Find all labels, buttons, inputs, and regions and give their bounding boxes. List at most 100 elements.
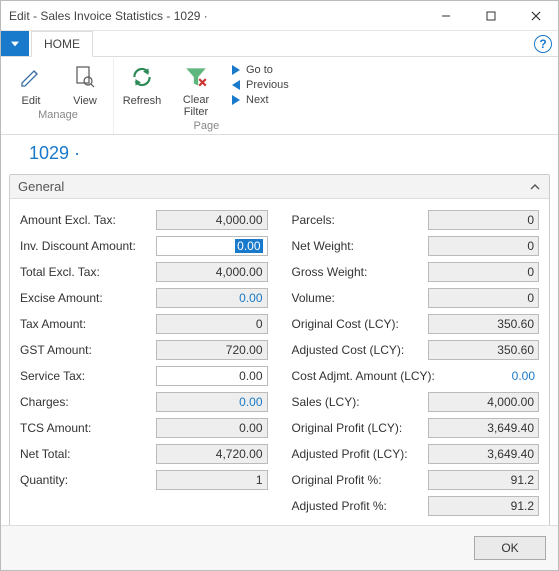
field-row: GST Amount: 720.00 (20, 339, 268, 360)
ribbon-nav: Go to Previous Next (228, 61, 293, 107)
ok-button[interactable]: OK (474, 536, 546, 560)
arrow-right-icon (232, 95, 242, 105)
titlebar: Edit - Sales Invoice Statistics - 1029 · (1, 1, 558, 31)
field-row: Service Tax: 0.00 (20, 365, 268, 386)
field-row: Net Total: 4,720.00 (20, 443, 268, 464)
view-button[interactable]: View (63, 61, 107, 107)
field-label: Original Profit %: (292, 473, 420, 487)
footer: OK (1, 525, 558, 570)
ribbon: Edit View Manage Refresh (1, 57, 558, 135)
field-label: Cost Adjmt. Amount (LCY): (292, 369, 420, 383)
field-label: Net Total: (20, 447, 148, 461)
arrow-right-icon (232, 65, 242, 75)
field-row: Sales (LCY): 4,000.00 (292, 391, 540, 412)
field-row: Charges: 0.00 (20, 391, 268, 412)
field-value: 350.60 (428, 340, 540, 360)
field-value: 1 (156, 470, 268, 490)
field-value: 91.2 (428, 470, 540, 490)
field-label: GST Amount: (20, 343, 148, 357)
field-value: 4,720.00 (156, 444, 268, 464)
field-row: Total Excl. Tax:4,000.00 (20, 261, 268, 282)
field-value: 0.00 (156, 288, 268, 308)
close-button[interactable] (513, 1, 558, 30)
field-value: 3,649.40 (428, 444, 540, 464)
field-label: Sales (LCY): (292, 395, 420, 409)
ribbon-group-page: Refresh Clear Filter Go to Previous (114, 59, 299, 134)
field-label: Inv. Discount Amount: (20, 239, 148, 253)
file-tab[interactable] (1, 31, 29, 56)
view-label: View (73, 95, 97, 107)
general-left-column: Amount Excl. Tax: 4,000.00 Inv. Discount A… (20, 209, 268, 516)
window: Edit - Sales Invoice Statistics - 1029 ·… (0, 0, 559, 571)
edit-button[interactable]: Edit (9, 61, 53, 107)
manage-group-label: Manage (38, 109, 78, 121)
field-label: Original Profit (LCY): (292, 421, 420, 435)
field-label: Tax Amount: (20, 317, 148, 331)
general-panel: General Amount Excl. Tax: 4,000.00 Inv. Di… (9, 174, 550, 525)
next-label: Next (246, 94, 269, 106)
chevron-up-icon (529, 181, 541, 193)
field-label: Adjusted Cost (LCY): (292, 343, 420, 357)
field-value: 0 (156, 314, 268, 334)
field-label: Service Tax: (20, 369, 148, 383)
previous-button[interactable]: Previous (228, 78, 293, 92)
field-value: 3,649.40 (428, 418, 540, 438)
refresh-label: Refresh (123, 95, 162, 107)
window-buttons (423, 1, 558, 30)
help-icon[interactable]: ? (534, 35, 552, 53)
field-value: 0.00 (156, 392, 268, 412)
field-row: Amount Excl. Tax: 4,000.00 (20, 209, 268, 230)
selected-text: 0.00 (235, 239, 262, 253)
field-value: 4,000.00 (156, 210, 268, 230)
field-value: 720.00 (156, 340, 268, 360)
page-group-label: Page (194, 120, 220, 132)
field-input[interactable]: 0.00 (156, 236, 268, 256)
field-label: Volume: (292, 291, 420, 305)
ribbon-tabrow: HOME ? (1, 31, 558, 57)
field-label: Charges: (20, 395, 148, 409)
field-label: TCS Amount: (20, 421, 148, 435)
field-row: Parcels: 0 (292, 209, 540, 230)
field-label: Adjusted Profit %: (292, 499, 420, 513)
field-label: Parcels: (292, 213, 420, 227)
field-label: Gross Weight: (292, 265, 420, 279)
clear-filter-button[interactable]: Clear Filter (174, 61, 218, 118)
maximize-button[interactable] (468, 1, 513, 30)
edit-label: Edit (22, 95, 41, 107)
field-value: 0 (428, 236, 540, 256)
pencil-icon (19, 61, 43, 93)
field-row: Gross Weight: 0 (292, 261, 540, 282)
field-value: 0 (428, 262, 540, 282)
field-label: Total Excl. Tax: (20, 265, 148, 279)
field-row: Volume: 0 (292, 287, 540, 308)
field-row: TCS Amount: 0.00 (20, 417, 268, 438)
field-value: 0 (428, 288, 540, 308)
home-tab[interactable]: HOME (31, 31, 93, 57)
field-row: Adjusted Profit %:91.2 (292, 495, 540, 516)
field-row: Adjusted Cost (LCY): 350.60 (292, 339, 540, 360)
field-label: Original Cost (LCY): (292, 317, 420, 331)
field-row: Inv. Discount Amount: 0.00 (20, 235, 268, 256)
field-label: Adjusted Profit (LCY): (292, 447, 420, 461)
window-title: Edit - Sales Invoice Statistics - 1029 · (9, 9, 423, 23)
ribbon-group-manage: Edit View Manage (3, 59, 114, 134)
field-row: Cost Adjmt. Amount (LCY):0.00 (292, 365, 540, 386)
refresh-button[interactable]: Refresh (120, 61, 164, 107)
field-value: 0 (428, 210, 540, 230)
field-value: 0.00 (156, 418, 268, 438)
field-row: Adjusted Profit (LCY): 3,649.40 (292, 443, 540, 464)
minimize-button[interactable] (423, 1, 468, 30)
next-button[interactable]: Next (228, 93, 293, 107)
goto-button[interactable]: Go to (228, 63, 293, 77)
general-panel-header[interactable]: General (10, 175, 549, 199)
general-right-column: Parcels:0Net Weight:0Gross Weight:0Volum… (292, 209, 540, 516)
field-input[interactable]: 0.00 (156, 366, 268, 386)
field-row: Original Profit %: 91.2 (292, 469, 540, 490)
field-label: Quantity: (20, 473, 148, 487)
field-row: Tax Amount: 0 (20, 313, 268, 334)
arrow-left-icon (232, 80, 242, 90)
field-row: Quantity: 1 (20, 469, 268, 490)
page-magnify-icon (73, 61, 97, 93)
field-label: Amount Excl. Tax: (20, 213, 148, 227)
field-value: 4,000.00 (428, 392, 540, 412)
